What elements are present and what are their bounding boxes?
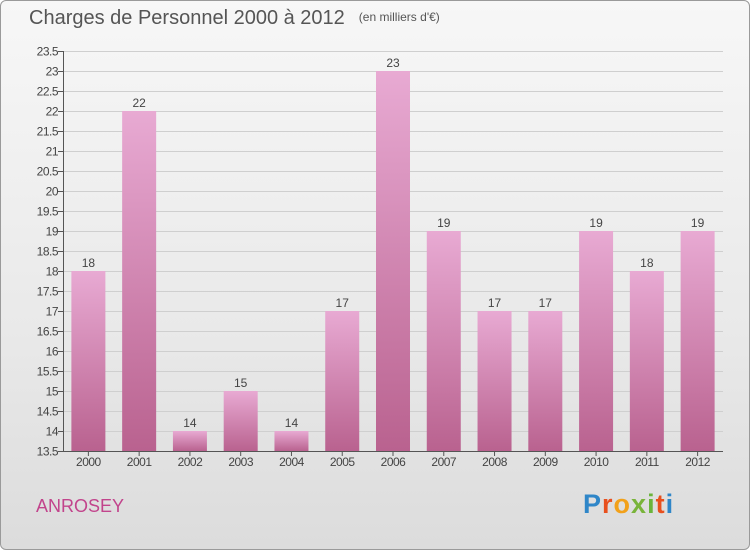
data-label: 19: [437, 216, 451, 230]
logo-letter: P: [583, 489, 603, 519]
logo-letter: t: [655, 489, 666, 519]
axes: [58, 51, 723, 456]
bar: [579, 231, 614, 451]
x-tick-label: 2007: [431, 455, 457, 469]
y-tick-label: 20: [46, 185, 59, 199]
x-tick-label: 2012: [685, 455, 711, 469]
data-label: 14: [285, 416, 299, 430]
data-label: 18: [640, 256, 654, 270]
bar: [426, 231, 461, 451]
data-label: 14: [183, 416, 197, 430]
data-label: 18: [82, 256, 96, 270]
y-tick-label: 17.5: [37, 285, 59, 299]
y-tick-label: 16.5: [37, 325, 59, 339]
data-label: 17: [336, 296, 350, 310]
y-tick-label: 18.5: [37, 245, 59, 259]
logo-letter: o: [613, 489, 632, 519]
proxiti-logo: Proxiti: [583, 489, 674, 520]
y-tick-label: 22: [46, 105, 59, 119]
logo-letter: r: [602, 489, 614, 519]
y-tick-label: 21: [46, 145, 59, 159]
bar: [376, 71, 410, 451]
data-label: 23: [386, 56, 400, 70]
data-label: 17: [488, 296, 502, 310]
labels: 13.5 14 14.5 15 15.5 16 16.5 17 17.5 18 18.5 19 19.5…: [37, 45, 712, 470]
bar: [122, 111, 157, 451]
x-tick-label: 2011: [635, 455, 660, 469]
bar: [223, 391, 258, 451]
y-tick-label: 15.5: [37, 365, 59, 379]
bar: [172, 431, 207, 451]
data-label: 19: [691, 216, 705, 230]
bar: [477, 311, 512, 451]
bar: [629, 271, 664, 451]
x-tick-label: 2008: [482, 455, 508, 469]
bar: [325, 311, 360, 451]
y-tick-label: 21.5: [37, 125, 59, 139]
x-tick-label: 2006: [381, 455, 407, 469]
x-tick-label: 2003: [228, 455, 254, 469]
x-tick-label: 2000: [76, 455, 102, 469]
bar: [680, 231, 715, 451]
y-tick-label: 22.5: [37, 85, 59, 99]
logo-letter: i: [665, 489, 675, 519]
x-tick-label: 2001: [127, 455, 153, 469]
commune-name: ANROSEY: [36, 496, 125, 516]
y-tick-label: 14: [46, 425, 59, 439]
y-tick-label: 23: [46, 65, 59, 79]
y-tick-label: 17: [46, 305, 59, 319]
bar: [71, 271, 106, 451]
x-tick-label: 2009: [533, 455, 559, 469]
chart-title-block: Charges de Personnel 2000 à 2012 (en mill…: [29, 7, 440, 30]
y-tick-label: 18: [46, 265, 59, 279]
logo-letter: i: [647, 489, 656, 519]
y-tick-label: 14.5: [37, 405, 59, 419]
x-tick-label: 2004: [279, 455, 305, 469]
y-tick-label: 16: [46, 345, 59, 359]
x-tick-label: 2002: [178, 455, 204, 469]
x-tick-label: 2005: [330, 455, 356, 469]
y-tick-label: 19: [46, 225, 59, 239]
chart-subtitle: (en milliers d'€): [358, 10, 440, 24]
chart-title: Charges de Personnel 2000 à 2012: [29, 7, 345, 29]
bar: [274, 431, 309, 451]
y-tick-label: 20.5: [37, 165, 59, 179]
bars: [71, 71, 715, 451]
y-tick-label: 19.5: [37, 205, 59, 219]
data-label: 22: [132, 96, 146, 110]
y-tick-label: 13.5: [37, 445, 59, 459]
data-label: 15: [234, 376, 248, 390]
bar: [528, 311, 563, 451]
data-label: 19: [589, 216, 603, 230]
data-label: 17: [539, 296, 553, 310]
x-tick-label: 2010: [584, 455, 610, 469]
y-tick-label: 15: [46, 385, 59, 399]
y-tick-label: 23.5: [37, 45, 59, 59]
logo-letter: x: [631, 489, 648, 519]
